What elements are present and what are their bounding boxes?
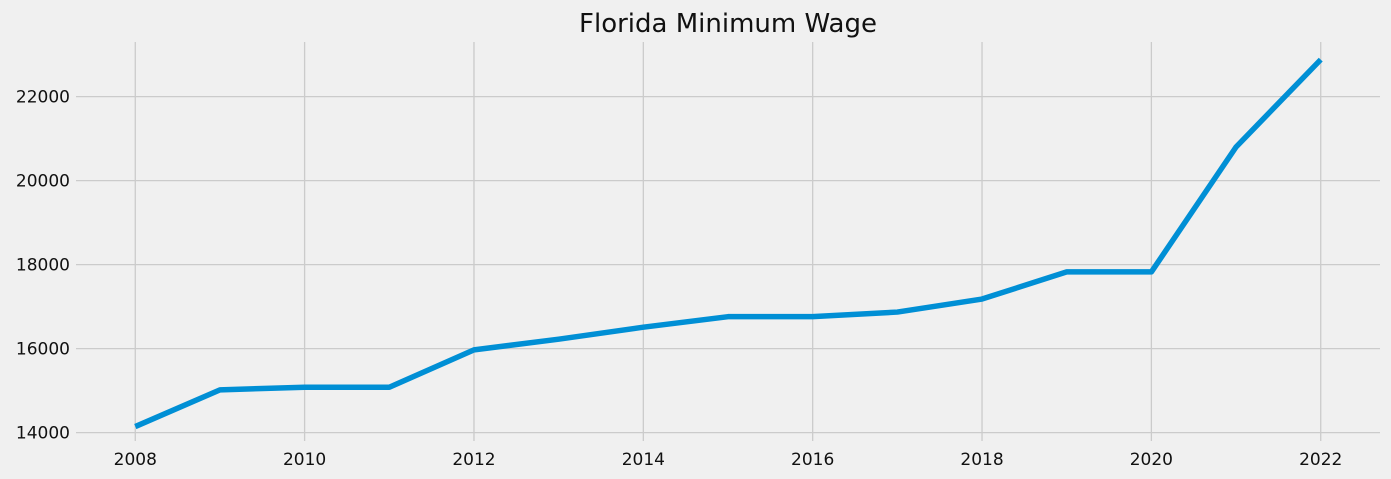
data-point [1233,144,1239,150]
data-point [1149,269,1155,275]
data-point [217,387,223,393]
data-point [387,384,393,390]
x-tick-label: 2022 [1299,450,1342,470]
x-tick-label: 2010 [283,450,326,470]
x-tick-label: 2008 [114,450,157,470]
data-point [979,296,985,302]
x-tick-label: 2016 [791,450,834,470]
data-point [556,336,562,342]
x-tick-label: 2014 [622,450,665,470]
x-tick-label: 2020 [1130,450,1173,470]
x-tick-label: 2012 [452,450,495,470]
y-tick-label: 16000 [16,340,70,360]
grid [76,42,1380,441]
data-points [133,57,1324,429]
data-point [810,314,816,320]
data-point [725,314,731,320]
y-tick-label: 14000 [16,424,70,444]
data-point [471,347,477,353]
chart-title: Florida Minimum Wage [579,9,877,39]
y-tick-label: 22000 [16,88,70,108]
series-line [134,57,1323,430]
data-point [302,384,308,390]
data-point [895,309,901,315]
series-layer [134,57,1323,430]
data-point [641,324,647,330]
data-point [1318,57,1324,63]
data-point [1064,269,1070,275]
y-tick-label: 18000 [16,256,70,276]
tick-labels: 2008 2010 2012 2014 2016 2018 2020 2022 14000 160… [16,88,1342,470]
data-point [133,424,139,430]
y-tick-label: 20000 [16,172,70,192]
x-tick-label: 2018 [960,450,1003,470]
